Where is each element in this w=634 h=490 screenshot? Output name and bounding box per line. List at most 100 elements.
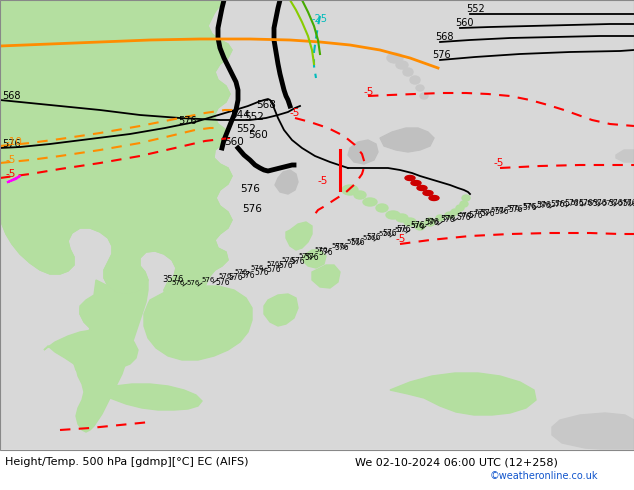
Text: 552: 552	[236, 124, 256, 134]
Text: 576: 576	[281, 257, 294, 263]
Text: 576: 576	[240, 184, 260, 194]
Text: 576: 576	[215, 278, 230, 287]
Text: 576: 576	[432, 50, 451, 60]
Text: -10: -10	[5, 137, 22, 147]
Text: 576: 576	[394, 227, 408, 233]
Text: 576: 576	[2, 139, 21, 149]
Text: 576: 576	[570, 200, 583, 206]
Text: 576: 576	[440, 215, 455, 224]
Text: 576: 576	[508, 205, 522, 214]
Ellipse shape	[451, 209, 459, 215]
Text: 576: 576	[234, 269, 247, 275]
Text: 576: 576	[564, 199, 579, 208]
Polygon shape	[380, 128, 434, 152]
Ellipse shape	[436, 215, 444, 221]
Text: -5: -5	[5, 169, 15, 179]
Text: 544: 544	[230, 110, 250, 120]
Text: 576: 576	[228, 273, 243, 282]
Text: 576: 576	[522, 203, 536, 212]
Text: 576: 576	[522, 203, 535, 209]
Polygon shape	[100, 384, 202, 410]
Text: 576: 576	[506, 205, 519, 211]
Text: 576: 576	[490, 207, 503, 213]
Text: 576: 576	[378, 231, 391, 237]
Ellipse shape	[445, 212, 455, 218]
Text: 576: 576	[586, 200, 599, 206]
Text: 560: 560	[248, 130, 268, 140]
Ellipse shape	[405, 175, 415, 180]
Text: 576: 576	[410, 223, 424, 229]
Text: 3576: 3576	[162, 275, 183, 284]
Text: 576: 576	[314, 247, 327, 253]
Text: 576: 576	[608, 199, 623, 208]
Text: We 02-10-2024 06:00 UTC (12+258): We 02-10-2024 06:00 UTC (12+258)	[355, 457, 558, 467]
Text: 568: 568	[256, 100, 276, 110]
Ellipse shape	[429, 196, 439, 200]
Text: 576: 576	[602, 200, 616, 206]
Polygon shape	[616, 150, 634, 162]
Ellipse shape	[460, 201, 468, 207]
Bar	[0, 450, 634, 490]
Ellipse shape	[411, 180, 421, 186]
Text: 576: 576	[331, 243, 344, 249]
Text: ©weatheronline.co.uk: ©weatheronline.co.uk	[490, 471, 598, 481]
Ellipse shape	[396, 214, 408, 222]
Text: 576: 576	[538, 202, 552, 208]
Text: 560: 560	[224, 137, 243, 147]
Ellipse shape	[410, 76, 420, 84]
Text: -5: -5	[494, 158, 505, 168]
Text: -25: -25	[312, 14, 328, 24]
Text: 576: 576	[242, 204, 262, 214]
Polygon shape	[264, 294, 298, 326]
Text: 576: 576	[254, 268, 269, 277]
Ellipse shape	[387, 53, 403, 63]
Ellipse shape	[376, 204, 388, 212]
Text: 576: 576	[350, 238, 365, 247]
Text: 576: 576	[366, 233, 380, 242]
Text: 568: 568	[435, 32, 453, 42]
Ellipse shape	[425, 218, 435, 226]
Text: 576: 576	[622, 199, 634, 208]
Text: -5: -5	[363, 87, 373, 97]
Text: 568: 568	[2, 91, 20, 101]
Text: 576: 576	[554, 201, 567, 207]
Text: 576: 576	[458, 212, 471, 218]
Text: 576: 576	[578, 199, 593, 208]
Polygon shape	[76, 280, 148, 432]
Polygon shape	[312, 265, 340, 288]
Polygon shape	[552, 413, 634, 450]
Text: 576: 576	[474, 209, 488, 215]
Polygon shape	[348, 140, 378, 164]
Text: 576: 576	[178, 116, 197, 126]
Text: 576: 576	[468, 211, 482, 220]
Text: 552: 552	[244, 112, 264, 122]
Text: 576: 576	[304, 253, 319, 262]
Text: 576: 576	[592, 199, 607, 208]
Polygon shape	[74, 297, 96, 372]
Text: 576: 576	[382, 229, 397, 238]
Ellipse shape	[403, 68, 413, 76]
Text: 576: 576	[318, 248, 333, 257]
Text: 576: 576	[426, 219, 439, 225]
Text: 576: 576	[171, 280, 184, 286]
Text: 576: 576	[290, 257, 304, 266]
Polygon shape	[144, 286, 252, 360]
Polygon shape	[44, 330, 138, 370]
Polygon shape	[275, 170, 298, 194]
Polygon shape	[0, 0, 232, 304]
Text: 576: 576	[266, 261, 280, 267]
Text: 576: 576	[250, 265, 263, 271]
Text: 576: 576	[618, 200, 631, 206]
Polygon shape	[390, 373, 536, 415]
Polygon shape	[0, 0, 232, 304]
Text: 576: 576	[240, 271, 255, 280]
Text: 576: 576	[480, 209, 495, 218]
Ellipse shape	[396, 61, 408, 69]
Text: 576: 576	[494, 207, 508, 216]
Ellipse shape	[354, 191, 366, 199]
Text: -5: -5	[318, 176, 328, 186]
Ellipse shape	[462, 195, 470, 201]
Text: Height/Temp. 500 hPa [gdmp][°C] EC (AIFS): Height/Temp. 500 hPa [gdmp][°C] EC (AIFS…	[5, 457, 249, 467]
Text: 576: 576	[410, 221, 425, 230]
Ellipse shape	[417, 186, 427, 191]
